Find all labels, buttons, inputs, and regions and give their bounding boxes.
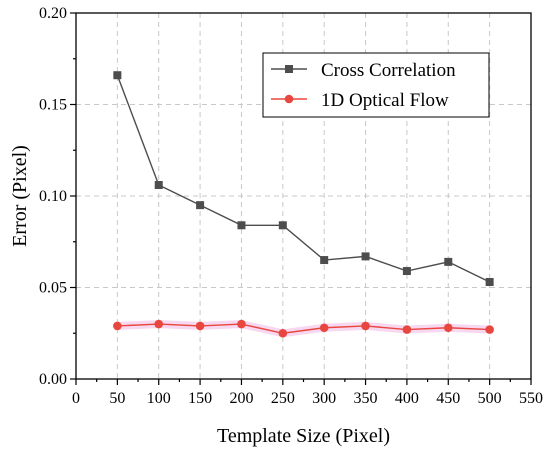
error-band [117, 320, 490, 338]
data-point [154, 319, 164, 329]
legend-marker [285, 65, 293, 73]
data-point [485, 325, 494, 334]
data-point [195, 321, 205, 331]
data-point [319, 323, 329, 333]
data-point [237, 221, 246, 230]
data-point [361, 252, 370, 261]
x-tick-label: 450 [436, 390, 460, 407]
data-point [444, 257, 453, 266]
data-point [278, 328, 288, 338]
series-1 [113, 71, 494, 287]
data-point [402, 325, 412, 334]
series-line [116, 74, 490, 283]
x-tick-label: 350 [354, 390, 378, 407]
legend: Cross Correlation 1D Optical Flow [262, 52, 490, 118]
x-tick-label: 150 [188, 390, 212, 407]
optical-flow-band [117, 320, 490, 338]
legend-marker [284, 94, 294, 104]
data-point [320, 256, 329, 265]
x-tick-label: 300 [312, 390, 336, 407]
legend-label: Cross Correlation [321, 60, 456, 81]
x-tick-label: 100 [147, 390, 171, 407]
x-tick-label: 0 [72, 390, 80, 407]
x-tick-label: 500 [478, 390, 502, 407]
y-tick-label: 0.05 [39, 280, 67, 297]
legend-box [262, 52, 490, 118]
x-tick-labels: 0 50 100 150 200 250 300 350 400 450 500 550 [72, 390, 543, 407]
x-tick-label: 550 [519, 390, 543, 407]
y-tick-label: 0.15 [39, 97, 67, 114]
data-point [113, 71, 122, 80]
series-line [117, 323, 490, 334]
x-tick-label: 50 [109, 390, 125, 407]
x-tick-label: 200 [229, 390, 253, 407]
x-tick-label: 400 [395, 390, 419, 407]
series-2 [113, 319, 494, 338]
axis-ticks [70, 12, 532, 385]
y-axis-title: Error (Pixel) [9, 145, 31, 247]
data-point [237, 319, 246, 329]
x-axis-title: Template Size (Pixel) [217, 425, 390, 447]
y-tick-label: 0.10 [39, 188, 67, 205]
data-point [402, 267, 411, 276]
data-point [154, 181, 163, 190]
data-point [278, 221, 287, 230]
y-tick-labels: 0.00 0.05 0.10 0.15 0.20 [39, 5, 67, 388]
y-tick-label: 0.00 [39, 371, 67, 388]
data-point [485, 278, 494, 287]
legend-label: 1D Optical Flow [321, 90, 449, 111]
data-point [443, 323, 453, 333]
y-tick-label: 0.20 [39, 5, 67, 22]
data-point [113, 321, 122, 331]
legend-entry: Cross Correlation [271, 60, 456, 81]
series-layer [113, 71, 494, 338]
data-point [361, 321, 370, 331]
data-point [196, 201, 205, 210]
x-tick-label: 250 [271, 390, 295, 407]
legend-entry: 1D Optical Flow [271, 90, 449, 111]
